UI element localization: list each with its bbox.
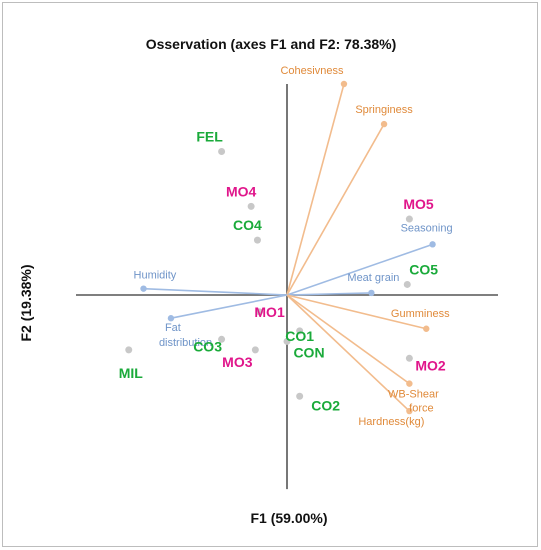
variable-label-line: distribution [159,337,212,349]
point-mo1 [256,308,264,316]
vector-tip-cohesivness [340,80,348,88]
vector-tip-fat-distribution [167,315,175,322]
variable-label-line: Fat [165,322,181,334]
vector-meat-grain [286,292,372,296]
point-label-co2: CO2 [311,397,340,413]
vector-springiness [286,123,385,296]
point-label-mo5: MO5 [403,196,434,212]
point-label-co5: CO5 [409,261,438,277]
vector-tip-springiness [380,120,388,128]
vector-fat-distribution [170,294,288,319]
vector-tip-hardness-kg [406,407,413,415]
point-co1 [296,327,304,335]
variable-label-humidity: Humidity [134,270,177,282]
point-label-mo1: MO1 [254,304,285,320]
point-label-mo2: MO2 [415,357,446,373]
vector-hardness-kg [286,294,410,412]
point-mo3 [251,346,259,354]
variable-vectors [140,80,436,415]
variable-label-hardness-kg: Hardness(kg) [358,416,424,428]
vector-humidity [143,287,288,296]
point-co2 [296,392,304,400]
vector-wb-shear-force [286,294,410,385]
point-label-fel: FEL [196,129,223,145]
variable-label-cohesivness: Cohesivness [280,65,343,77]
point-co3 [218,335,226,343]
point-label-mil: MIL [119,365,144,381]
vector-seasoning [286,243,433,296]
point-mo4 [247,202,255,210]
vector-tip-seasoning [429,241,436,248]
variable-label-meat-grain: Meat grain [347,272,399,284]
chart-labels: Cohesivness Springiness Seasoning Meat grai… [119,65,453,428]
vector-gumminess [286,294,427,330]
point-mo2 [405,354,413,362]
chart-title: Osservation (axes F1 and F2: 78.38%) [146,36,397,52]
vector-cohesivness [286,83,345,296]
variable-label-wb-shear-force: WB-Shear force [388,389,439,415]
vector-tip-wb-shear-force [406,380,413,387]
variable-label-springiness: Springiness [355,104,413,116]
observation-points [125,148,413,400]
point-label-mo4: MO4 [226,183,257,199]
variable-label-fat-distribution: Fat distribution [159,322,212,349]
point-co4 [253,236,261,244]
vector-tip-gumminess [423,325,430,332]
variable-label-seasoning: Seasoning [401,222,453,234]
biplot-svg: Osservation (axes F1 and F2: 78.38%) Coh… [18,36,498,526]
point-label-co4: CO4 [233,217,262,233]
variable-label-gumminess: Gumminess [391,308,450,320]
variable-label-line: WB-Shear [388,389,439,401]
point-label-mo3: MO3 [222,354,253,370]
y-axis-title: F2 (19.38%) [18,264,34,341]
vector-tip-humidity [140,285,147,292]
variable-label-line: force [409,403,433,415]
point-co5 [403,280,411,288]
point-mo5 [405,215,413,223]
point-label-co3: CO3 [193,338,222,354]
point-con [283,337,291,345]
point-label-co1: CO1 [285,328,314,344]
point-mil [125,346,133,354]
point-fel [218,148,226,156]
point-label-con: CON [293,344,324,360]
axes [76,84,498,490]
x-axis-title: F1 (59.00%) [250,510,327,526]
vector-tip-meat-grain [368,289,375,297]
